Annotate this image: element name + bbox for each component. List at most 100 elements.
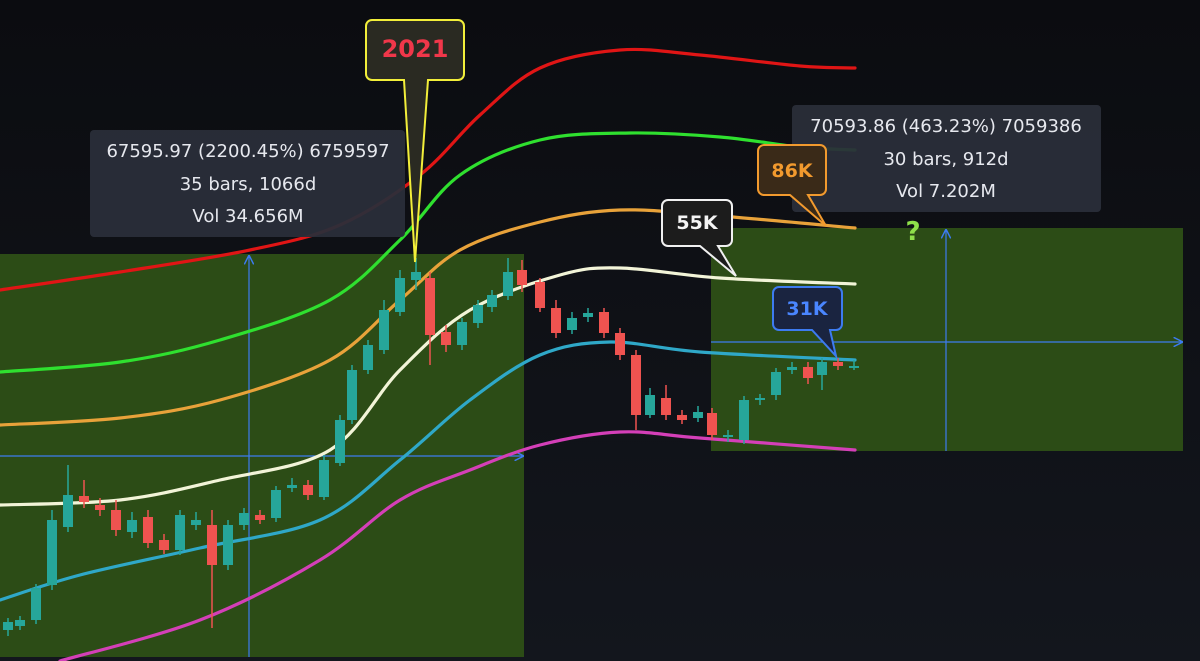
- candle-body: [175, 515, 185, 550]
- candle: [631, 350, 641, 430]
- candle-body: [645, 395, 655, 415]
- candle: [599, 308, 609, 338]
- callout-label: 2021: [382, 35, 449, 63]
- candle-body: [723, 435, 733, 437]
- candle: [127, 512, 137, 538]
- candle-body: [833, 362, 843, 366]
- candle-body: [771, 372, 781, 395]
- candle-body: [239, 513, 249, 525]
- candle: [95, 498, 105, 516]
- measure-line: 67595.97 (2200.45%) 6759597: [106, 141, 389, 162]
- candle-body: [191, 520, 201, 525]
- candle-body: [79, 496, 89, 502]
- candle: [551, 300, 561, 338]
- candle: [817, 358, 827, 390]
- candle: [395, 270, 405, 316]
- candle: [739, 396, 749, 444]
- candle-body: [693, 412, 703, 418]
- candle: [319, 455, 329, 500]
- candle: [707, 408, 717, 440]
- candle-body: [95, 505, 105, 510]
- candle-body: [47, 520, 57, 585]
- candle: [583, 308, 593, 322]
- measure-line: 30 bars, 912d: [883, 149, 1008, 170]
- candle: [363, 340, 373, 374]
- candle-body: [31, 588, 41, 620]
- candle: [159, 534, 169, 554]
- candle-body: [567, 318, 577, 330]
- range-zone-right: [711, 228, 1183, 451]
- candle: [3, 618, 13, 636]
- crosshairs: [0, 230, 1182, 657]
- candle-body: [503, 272, 513, 296]
- candle-body: [803, 367, 813, 378]
- candle: [787, 362, 797, 374]
- callout-bubble: [757, 144, 827, 227]
- candle-body: [319, 460, 329, 497]
- candle: [661, 385, 671, 420]
- candle-body: [631, 355, 641, 415]
- measure-line: 70593.86 (463.23%) 7059386: [810, 116, 1082, 137]
- candle: [239, 508, 249, 530]
- band-line: [0, 131, 857, 374]
- candle: [175, 510, 185, 555]
- candle-body: [207, 525, 217, 565]
- candle-body: [335, 420, 345, 463]
- candle: [771, 368, 781, 400]
- candle-body: [441, 332, 451, 345]
- candle: [47, 510, 57, 590]
- candle: [441, 325, 451, 352]
- candle: [143, 510, 153, 548]
- measure-box: 67595.97 (2200.45%) 6759597 35 bars, 106…: [90, 130, 405, 237]
- candle: [803, 362, 813, 384]
- candle-body: [677, 415, 687, 420]
- candle: [223, 520, 233, 570]
- candle-body: [3, 622, 13, 630]
- candle: [271, 486, 281, 522]
- candle-body: [535, 282, 545, 308]
- candle-body: [159, 540, 169, 550]
- candle: [723, 430, 733, 442]
- candle-body: [707, 413, 717, 435]
- band-line: [0, 47, 857, 292]
- candle: [379, 300, 389, 354]
- candle-body: [755, 398, 765, 400]
- measure-box-bg: [90, 130, 405, 237]
- candles: [3, 258, 859, 636]
- candle: [645, 388, 655, 418]
- candle-body: [487, 295, 497, 307]
- measure-line: Vol 7.202M: [896, 181, 996, 202]
- candle: [615, 328, 625, 360]
- callout-bubble: [772, 286, 843, 360]
- candle-body: [615, 333, 625, 355]
- candle: [833, 358, 843, 370]
- measure-line: 35 bars, 1066d: [180, 174, 317, 195]
- candle-body: [457, 322, 467, 345]
- candle: [79, 480, 89, 508]
- measure-line: Vol 34.656M: [192, 206, 303, 227]
- candle: [503, 258, 513, 300]
- candle: [31, 584, 41, 624]
- candle: [567, 312, 577, 334]
- candle: [849, 360, 859, 370]
- candle-body: [551, 308, 561, 333]
- band-line: [58, 430, 857, 661]
- candle: [693, 406, 703, 422]
- candle-body: [15, 620, 25, 626]
- candle-body: [347, 370, 357, 420]
- candle: [677, 410, 687, 424]
- candle-body: [223, 525, 233, 565]
- candle: [535, 278, 545, 312]
- candle-body: [111, 510, 121, 530]
- candle-body: [127, 520, 137, 532]
- callout: 86K: [757, 144, 827, 227]
- candle: [411, 258, 421, 290]
- candle-body: [271, 490, 281, 518]
- candle: [425, 272, 435, 365]
- candle-body: [817, 362, 827, 375]
- candle: [207, 510, 217, 628]
- candle-body: [473, 305, 483, 323]
- callout: 2021: [365, 19, 465, 263]
- measure-box: 70593.86 (463.23%) 7059386 30 bars, 912d…: [792, 105, 1101, 212]
